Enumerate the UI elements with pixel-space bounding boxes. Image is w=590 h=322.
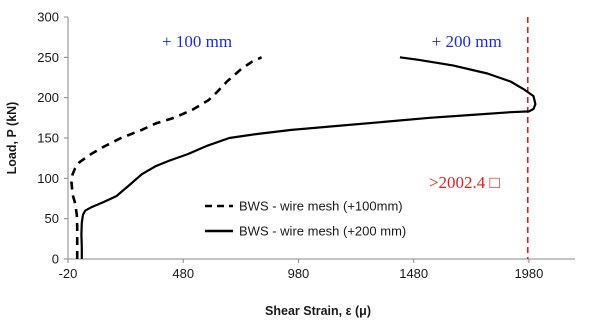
series-line-1 bbox=[70, 56, 263, 259]
x-tick-label: -20 bbox=[59, 266, 78, 281]
x-tick-label: 1480 bbox=[399, 266, 428, 281]
y-tick-label: 100 bbox=[37, 171, 59, 186]
annotation-2: + 200 mm bbox=[432, 32, 502, 51]
y-tick-label: 0 bbox=[52, 252, 59, 267]
y-tick-label: 300 bbox=[37, 10, 59, 25]
x-axis-title: Shear Strain, ε (μ) bbox=[265, 304, 371, 318]
x-tick-label: 1980 bbox=[514, 266, 543, 281]
x-tick-label: 980 bbox=[288, 266, 310, 281]
series-layer bbox=[70, 56, 537, 259]
annotation-3: >2002.4 □ bbox=[429, 173, 500, 192]
y-tick-label: 150 bbox=[37, 131, 59, 146]
y-tick-label: 200 bbox=[37, 90, 59, 105]
tick-labels: -20 480 980 1480 1980 0 50 100 150 200 250 300 bbox=[37, 10, 543, 282]
series-line-2 bbox=[80, 56, 537, 259]
y-axis-title: Load, P (kN) bbox=[5, 102, 19, 175]
annotations: + 100 mm + 200 mm >2002.4 □ bbox=[162, 32, 502, 192]
y-tick-label: 250 bbox=[37, 50, 59, 65]
legend: BWS - wire mesh (+100mm) BWS - wire mesh … bbox=[205, 199, 406, 239]
x-tick-label: 480 bbox=[172, 266, 194, 281]
annotation-1: + 100 mm bbox=[162, 32, 232, 51]
y-tick-label: 50 bbox=[45, 211, 59, 226]
legend-label-2: BWS - wire mesh (+200 mm) bbox=[239, 224, 406, 239]
legend-label-1: BWS - wire mesh (+100mm) bbox=[239, 199, 403, 214]
plot-area: -20 480 980 1480 1980 0 50 100 150 200 250 300 + 10… bbox=[37, 10, 575, 282]
